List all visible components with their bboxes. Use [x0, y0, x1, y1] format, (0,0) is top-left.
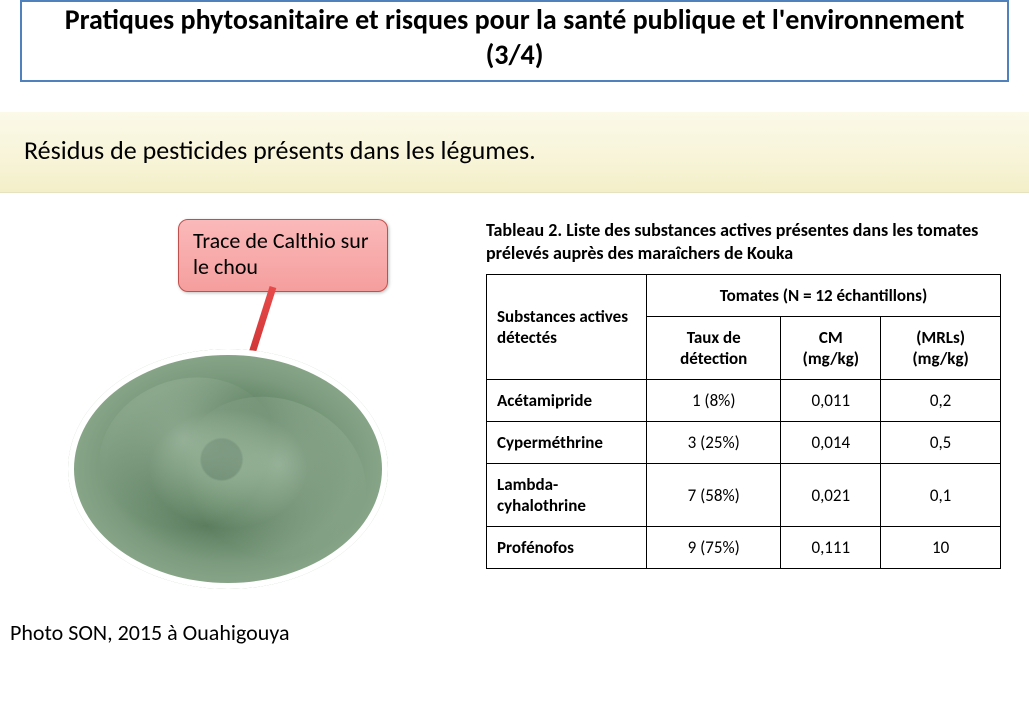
- content-area: Trace de Calthio sur le chou Photo SON, …: [0, 193, 1029, 569]
- cell-mrl: 0,5: [881, 422, 1001, 464]
- title-box: Pratiques phytosanitaire et risques pour…: [20, 0, 1009, 82]
- cabbage-photo: [68, 349, 388, 589]
- right-column: Tableau 2. Liste des substances actives …: [486, 219, 1001, 569]
- left-column: Trace de Calthio sur le chou Photo SON, …: [28, 219, 458, 569]
- cell-taux: 1 (8%): [647, 380, 781, 422]
- cell-name: Profénofos: [487, 527, 647, 569]
- col-header-cm: CM (mg/kg): [781, 317, 881, 380]
- cell-taux: 3 (25%): [647, 422, 781, 464]
- cell-mrl: 0,2: [881, 380, 1001, 422]
- pesticide-table: Substances actives détectés Tomates (N =…: [486, 274, 1001, 569]
- col-header-group: Tomates (N = 12 échantillons): [647, 275, 1001, 317]
- cell-cm: 0,014: [781, 422, 881, 464]
- cell-taux: 9 (75%): [647, 527, 781, 569]
- table-caption: Tableau 2. Liste des substances actives …: [486, 219, 1001, 264]
- subtitle-band: Résidus de pesticides présents dans les …: [0, 112, 1029, 193]
- table-row: Profénofos 9 (75%) 0,111 10: [487, 527, 1001, 569]
- cell-mrl: 0,1: [881, 464, 1001, 527]
- cell-name: Acétamipride: [487, 380, 647, 422]
- callout-bubble: Trace de Calthio sur le chou: [178, 219, 388, 292]
- table-row: Acétamipride 1 (8%) 0,011 0,2: [487, 380, 1001, 422]
- cell-name: Lambda-cyhalothrine: [487, 464, 647, 527]
- cell-mrl: 10: [881, 527, 1001, 569]
- table-row: Lambda-cyhalothrine 7 (58%) 0,021 0,1: [487, 464, 1001, 527]
- photo-caption: Photo SON, 2015 à Ouahigouya: [10, 619, 289, 646]
- col-header-mrl: (MRLs) (mg/kg): [881, 317, 1001, 380]
- cell-cm: 0,021: [781, 464, 881, 527]
- cell-cm: 0,011: [781, 380, 881, 422]
- table-row: Cyperméthrine 3 (25%) 0,014 0,5: [487, 422, 1001, 464]
- col-header-substances: Substances actives détectés: [487, 275, 647, 380]
- subtitle: Résidus de pesticides présents dans les …: [24, 134, 1005, 166]
- cell-taux: 7 (58%): [647, 464, 781, 527]
- cabbage-image: [68, 349, 388, 589]
- cell-cm: 0,111: [781, 527, 881, 569]
- col-header-taux: Taux de détection: [647, 317, 781, 380]
- page-title: Pratiques phytosanitaire et risques pour…: [62, 2, 967, 72]
- cell-name: Cyperméthrine: [487, 422, 647, 464]
